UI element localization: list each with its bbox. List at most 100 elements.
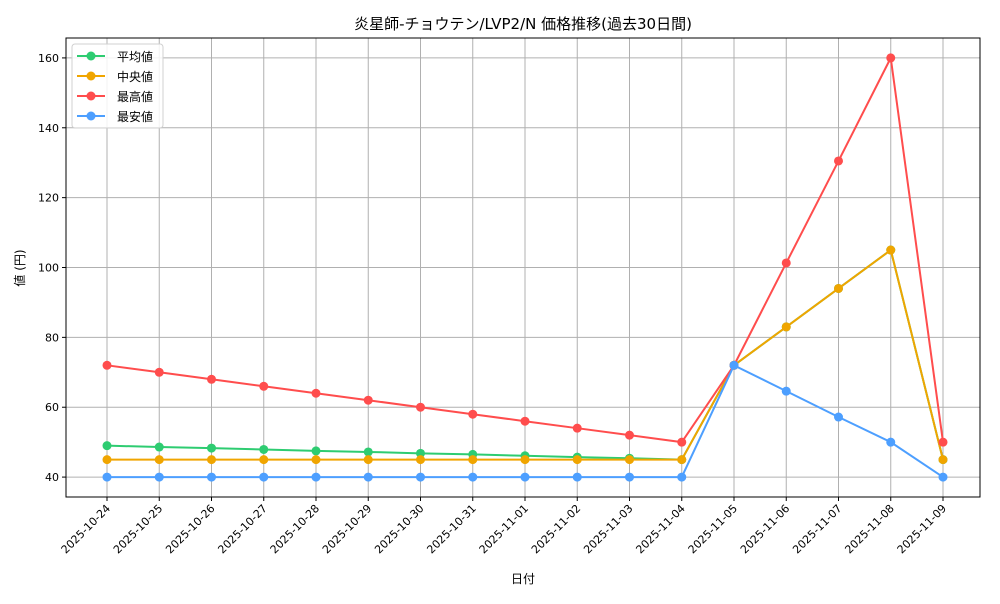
series-最高値 xyxy=(102,53,948,447)
x-tick-label: 2025-11-07 xyxy=(790,502,844,556)
data-point xyxy=(416,472,425,482)
legend-item: 最高値 xyxy=(77,89,153,104)
data-point xyxy=(572,423,582,433)
data-point xyxy=(154,442,164,452)
data-point xyxy=(207,443,216,453)
y-tick-label: 80 xyxy=(45,331,59,344)
data-point xyxy=(363,472,373,482)
data-point xyxy=(207,455,216,465)
data-point xyxy=(259,444,269,454)
data-point xyxy=(834,412,843,422)
data-point xyxy=(311,446,321,456)
y-tick-label: 140 xyxy=(38,122,59,135)
x-tick-label: 2025-10-24 xyxy=(59,502,113,556)
y-tick-label: 40 xyxy=(45,471,59,484)
grid xyxy=(66,38,980,497)
x-tick-label: 2025-10-25 xyxy=(111,502,165,556)
data-point xyxy=(886,245,896,255)
data-point xyxy=(625,430,634,440)
data-point xyxy=(259,381,269,391)
legend-item: 中央値 xyxy=(77,69,153,84)
data-point xyxy=(259,455,269,465)
data-point xyxy=(416,402,425,412)
data-point xyxy=(102,441,112,451)
x-tick-label: 2025-10-31 xyxy=(424,502,478,556)
x-tick-label: 2025-11-09 xyxy=(895,502,949,556)
data-point xyxy=(834,283,843,293)
data-point xyxy=(154,367,164,377)
y-axis: 40 60 80 100 120 140 160 xyxy=(38,52,66,484)
data-point xyxy=(572,455,582,465)
legend-marker xyxy=(86,111,96,121)
data-point xyxy=(207,374,216,384)
legend-label: 中央値 xyxy=(117,69,153,84)
data-point xyxy=(886,437,896,447)
x-tick-label: 2025-11-05 xyxy=(686,502,740,556)
x-tick-label: 2025-10-28 xyxy=(268,502,322,556)
data-point xyxy=(468,455,478,465)
data-point xyxy=(520,455,530,465)
data-point xyxy=(938,437,948,447)
data-point xyxy=(834,156,843,166)
x-tick-label: 2025-10-27 xyxy=(215,502,269,556)
legend-label: 平均値 xyxy=(117,49,153,64)
data-point xyxy=(363,447,373,457)
data-point xyxy=(102,360,112,370)
y-axis-label: 値 (円) xyxy=(12,249,27,286)
data-point xyxy=(625,455,634,465)
x-tick-label: 2025-10-29 xyxy=(320,502,374,556)
data-point xyxy=(259,472,269,482)
data-point xyxy=(311,455,321,465)
data-point xyxy=(781,322,791,332)
data-point xyxy=(625,472,634,482)
data-point xyxy=(468,472,478,482)
y-tick-label: 120 xyxy=(38,192,59,205)
data-point xyxy=(154,455,164,465)
data-point xyxy=(677,437,687,447)
data-point xyxy=(102,455,112,465)
x-tick-label: 2025-10-30 xyxy=(372,502,426,556)
x-axis-label: 日付 xyxy=(511,572,535,586)
y-tick-label: 100 xyxy=(38,262,59,275)
data-point xyxy=(886,53,896,63)
data-point xyxy=(468,409,478,419)
legend-box xyxy=(71,43,164,129)
x-axis: 2025-10-242025-10-252025-10-262025-10-27… xyxy=(59,497,949,556)
legend-item: 平均値 xyxy=(77,49,153,64)
legend-item: 最安値 xyxy=(77,109,153,124)
legend-marker xyxy=(86,51,96,61)
data-point xyxy=(781,258,791,268)
data-point xyxy=(416,455,425,465)
data-point xyxy=(311,388,321,398)
chart-title: 炎星師-チョウテン/LVP2/N 価格推移(過去30日間) xyxy=(354,15,692,33)
y-tick-label: 160 xyxy=(38,52,59,65)
x-tick-label: 2025-11-06 xyxy=(738,502,792,556)
data-point xyxy=(938,472,948,482)
data-point xyxy=(363,455,373,465)
data-point xyxy=(207,472,216,482)
x-tick-label: 2025-11-03 xyxy=(581,502,635,556)
legend-label: 最安値 xyxy=(117,109,153,124)
legend-marker xyxy=(86,91,96,101)
data-point xyxy=(938,455,948,465)
data-point xyxy=(520,472,530,482)
x-tick-label: 2025-10-26 xyxy=(163,502,217,556)
x-tick-label: 2025-11-01 xyxy=(477,502,531,556)
series-group xyxy=(102,53,948,482)
data-point xyxy=(729,360,739,370)
data-point xyxy=(520,416,530,426)
data-point xyxy=(363,395,373,405)
data-point xyxy=(572,472,582,482)
data-point xyxy=(677,472,687,482)
data-point xyxy=(416,448,425,458)
data-point xyxy=(311,472,321,482)
data-point xyxy=(154,472,164,482)
data-point xyxy=(781,386,791,396)
legend-marker xyxy=(86,71,96,81)
x-tick-label: 2025-11-02 xyxy=(529,502,583,556)
x-tick-label: 2025-11-08 xyxy=(842,502,896,556)
data-point xyxy=(102,472,112,482)
series-最安値 xyxy=(102,360,948,482)
